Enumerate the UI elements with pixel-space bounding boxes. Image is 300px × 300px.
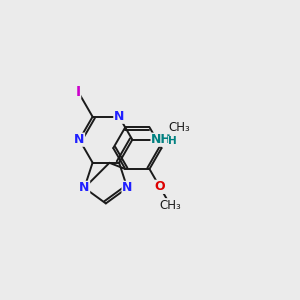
Text: O: O [154,180,165,194]
Text: CH₃: CH₃ [168,121,190,134]
Text: N: N [122,181,133,194]
Text: N: N [114,110,124,123]
Text: H: H [168,136,177,146]
Text: N: N [74,133,85,146]
Text: CH₃: CH₃ [160,199,181,212]
Text: I: I [75,85,81,98]
Text: NH: NH [151,133,172,146]
Text: N: N [79,181,90,194]
